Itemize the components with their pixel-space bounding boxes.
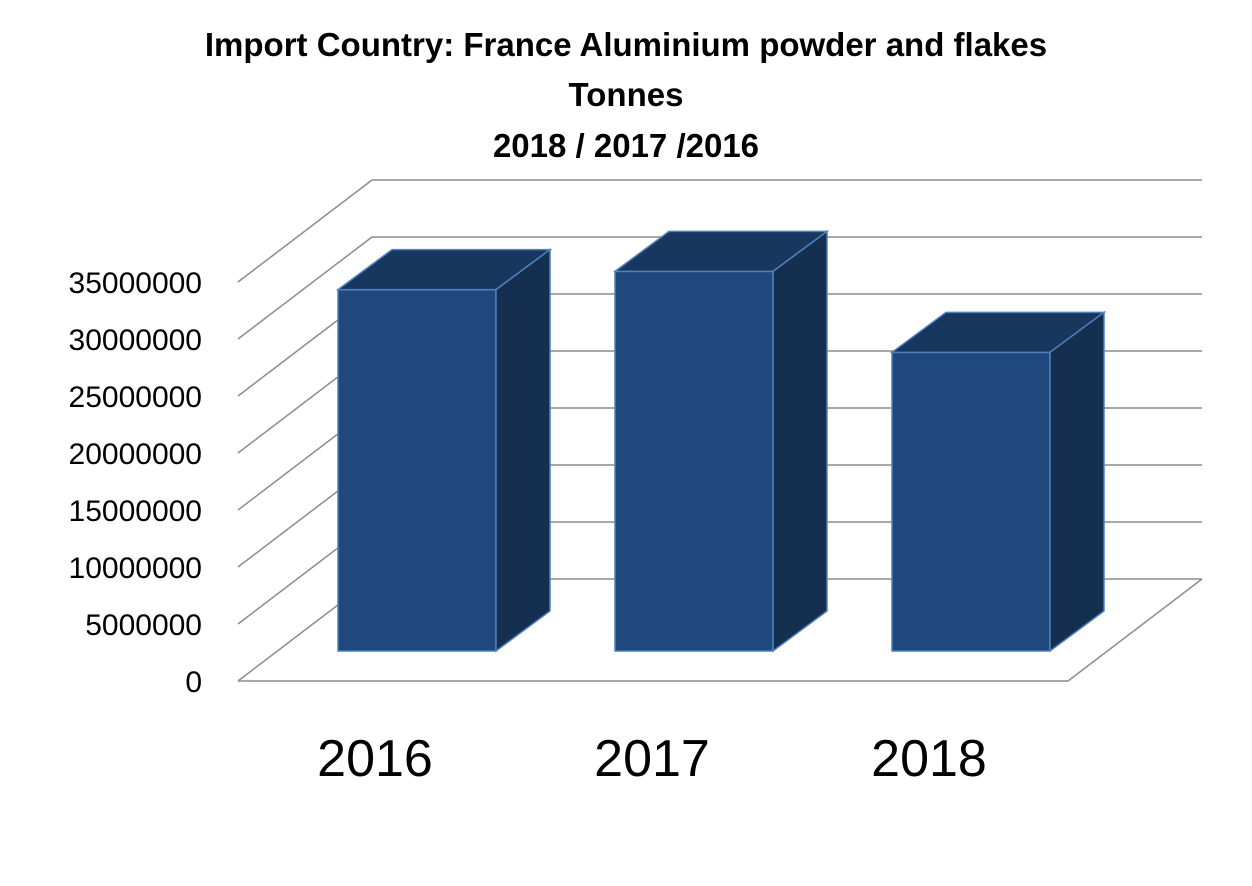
x-tick-label: 2017: [594, 730, 710, 788]
y-tick-label: 25000000: [69, 381, 202, 414]
bar: [335, 248, 553, 653]
y-axis-tick-labels: 0 5000000 10000000 15000000 20000000 25000000…: [69, 267, 202, 699]
chart-title-line-3: 2018 / 2017 /2016: [492, 127, 760, 164]
bar-front-face: [891, 351, 1051, 652]
bar: [889, 310, 1107, 653]
bar-side-face: [772, 229, 828, 653]
y-tick-label: 5000000: [85, 609, 202, 642]
floor-right-edge: [1067, 578, 1203, 682]
gridline-side: [237, 179, 373, 283]
bar-side-face: [1049, 310, 1105, 653]
chart-title-line-1: Import Country: France Aluminium powder …: [204, 26, 1048, 63]
y-tick-label: 35000000: [69, 267, 202, 300]
y-tick-label: 20000000: [69, 438, 202, 471]
y-tick-label: 0: [185, 666, 202, 699]
bar-front-face: [337, 288, 497, 652]
y-tick-label: 30000000: [69, 324, 202, 357]
bar-front-face: [614, 270, 774, 652]
bar-side-face: [495, 248, 551, 653]
x-tick-label: 2016: [317, 730, 433, 788]
gridline-side: [237, 236, 373, 340]
x-axis-tick-labels: 2016 2017 2018: [317, 730, 987, 788]
chart-title-line-2: Tonnes: [568, 76, 684, 113]
bar: [612, 229, 830, 653]
x-tick-label: 2018: [871, 730, 987, 788]
y-tick-label: 10000000: [69, 552, 202, 585]
y-tick-label: 15000000: [69, 495, 202, 528]
bar-layer: [335, 229, 1107, 653]
